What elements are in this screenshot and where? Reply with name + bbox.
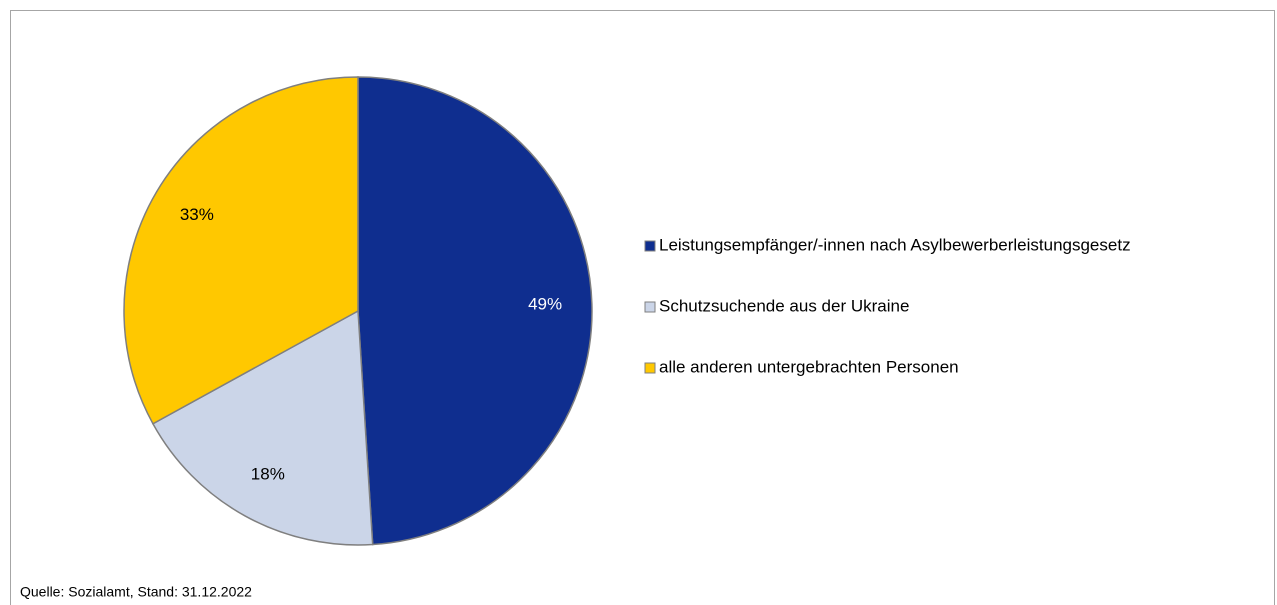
legend-swatch — [644, 362, 656, 374]
pie-slice — [357, 76, 593, 546]
data-label: 18% — [251, 465, 285, 484]
legend-swatch — [644, 301, 656, 313]
legend-label: Leistungsempfänger/-innen nach Asylbewer… — [659, 235, 1131, 254]
pie-slice — [123, 76, 359, 425]
source-note: Quelle: Sozialamt, Stand: 31.12.2022 — [20, 584, 252, 600]
data-label: 49% — [528, 295, 562, 314]
legend-label: Schutzsuchende aus der Ukraine — [659, 296, 909, 315]
legend-swatch — [644, 240, 656, 252]
legend-label: alle anderen untergebrachten Personen — [659, 357, 959, 376]
pie-slice — [151, 309, 374, 546]
data-label: 33% — [180, 205, 214, 224]
